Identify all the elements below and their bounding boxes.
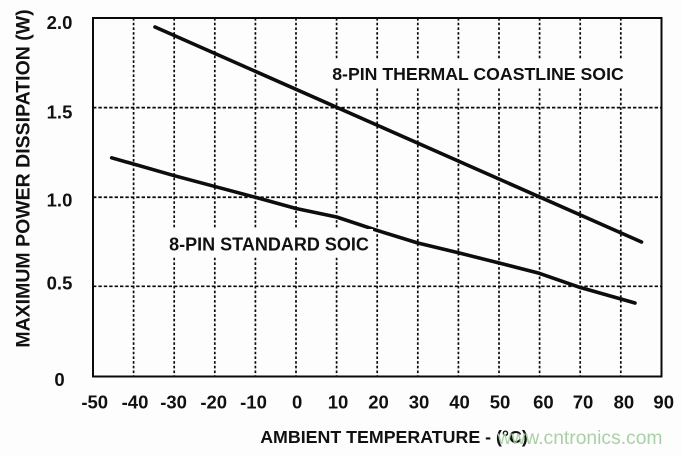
svg-text:60: 60 xyxy=(533,391,554,412)
svg-text:0: 0 xyxy=(54,369,64,390)
svg-text:0.5: 0.5 xyxy=(47,272,73,293)
svg-text:-40: -40 xyxy=(122,391,149,412)
svg-text:-20: -20 xyxy=(200,391,227,412)
svg-text:80: 80 xyxy=(614,391,635,412)
svg-text:-50: -50 xyxy=(81,391,108,412)
svg-text:-10: -10 xyxy=(240,391,267,412)
svg-text:20: 20 xyxy=(368,391,389,412)
svg-text:www.cntronics.com: www.cntronics.com xyxy=(496,428,662,449)
svg-text:10: 10 xyxy=(328,391,349,412)
svg-text:70: 70 xyxy=(573,391,594,412)
svg-text:1.5: 1.5 xyxy=(47,101,73,122)
svg-text:0: 0 xyxy=(292,391,302,412)
svg-text:1.0: 1.0 xyxy=(47,190,73,211)
svg-text:-30: -30 xyxy=(160,391,187,412)
svg-text:8-PIN STANDARD SOIC: 8-PIN STANDARD SOIC xyxy=(169,234,369,254)
svg-text:MAXIMUM POWER DISSIPATION (W): MAXIMUM POWER DISSIPATION (W) xyxy=(13,9,35,347)
svg-text:50: 50 xyxy=(490,391,511,412)
svg-text:8-PIN THERMAL COASTLINE SOIC: 8-PIN THERMAL COASTLINE SOIC xyxy=(332,64,624,84)
svg-text:2.0: 2.0 xyxy=(47,12,73,33)
svg-text:AMBIENT TEMPERATURE - (°C): AMBIENT TEMPERATURE - (°C) xyxy=(260,427,528,447)
svg-text:40: 40 xyxy=(449,391,470,412)
svg-text:90: 90 xyxy=(653,391,674,412)
svg-text:30: 30 xyxy=(409,391,430,412)
